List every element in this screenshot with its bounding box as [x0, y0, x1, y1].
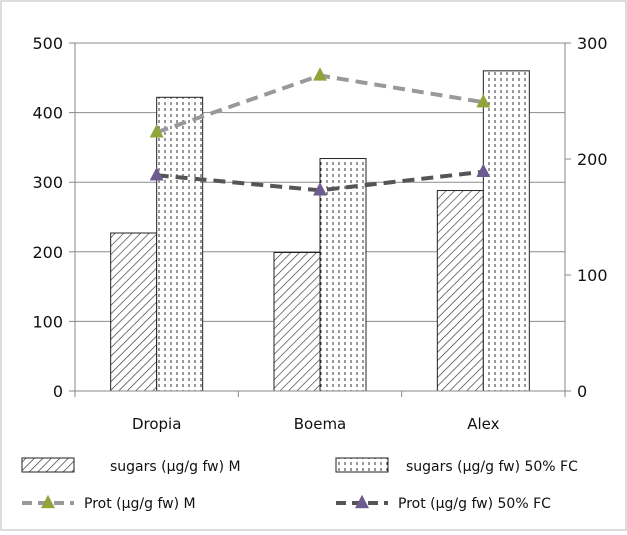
legend-swatch-1: [21, 457, 75, 473]
labels-layer: 0 100 200 300 400 500 0 100 200 300 Dropia Boema Ale…: [32, 34, 607, 433]
line-series-2: [156, 169, 484, 193]
bar-boema-series-1: [273, 251, 321, 392]
legend-swatch-2: [335, 457, 389, 473]
legend-label-2: sugars (µg/g fw) 50% FC: [406, 459, 578, 475]
lines-layer: [149, 67, 491, 196]
bars-layer: [110, 70, 530, 392]
point-boema-line-2: [312, 182, 328, 196]
right-tick-label: 0: [577, 382, 587, 401]
legend-marker-3: [40, 494, 56, 509]
left-tick-label: 0: [53, 382, 63, 401]
legend-label-3: Prot (µg/g fw) M: [84, 496, 196, 512]
category-label-alex: Alex: [467, 415, 499, 433]
left-tick-label: 100: [32, 312, 63, 331]
category-label-dropia: Dropia: [132, 415, 181, 433]
bar-alex-series-1: [436, 190, 484, 392]
left-tick-label: 500: [32, 34, 63, 53]
bar-alex-series-2: [482, 70, 530, 392]
right-tick-label: 100: [577, 266, 608, 285]
right-tick-label: 300: [577, 34, 608, 53]
point-boema-line-1: [312, 67, 328, 81]
point-alex-line-1: [476, 93, 491, 108]
point-dropia-line-2: [149, 166, 164, 181]
left-tick-label: 300: [32, 173, 63, 192]
right-tick-label: 200: [577, 150, 608, 169]
legend-marker-4: [354, 494, 370, 509]
point-dropia-line-1: [149, 124, 164, 138]
point-alex-line-2: [476, 163, 491, 177]
bar-boema-series-2: [319, 158, 367, 392]
left-tick-label: 200: [32, 243, 63, 262]
legend-label-4: Prot (µg/g fw) 50% FC: [398, 496, 551, 512]
left-tick-label: 400: [32, 104, 63, 123]
legend-layer: sugars (µg/g fw) M sugars (µg/g fw) 50% F…: [21, 457, 578, 512]
bar-dropia-series-1: [110, 232, 158, 392]
bar-dropia-series-2: [156, 96, 204, 392]
axes-layer: [69, 42, 571, 397]
legend-label-1: sugars (µg/g fw) M: [110, 459, 241, 475]
category-label-boema: Boema: [294, 415, 347, 433]
